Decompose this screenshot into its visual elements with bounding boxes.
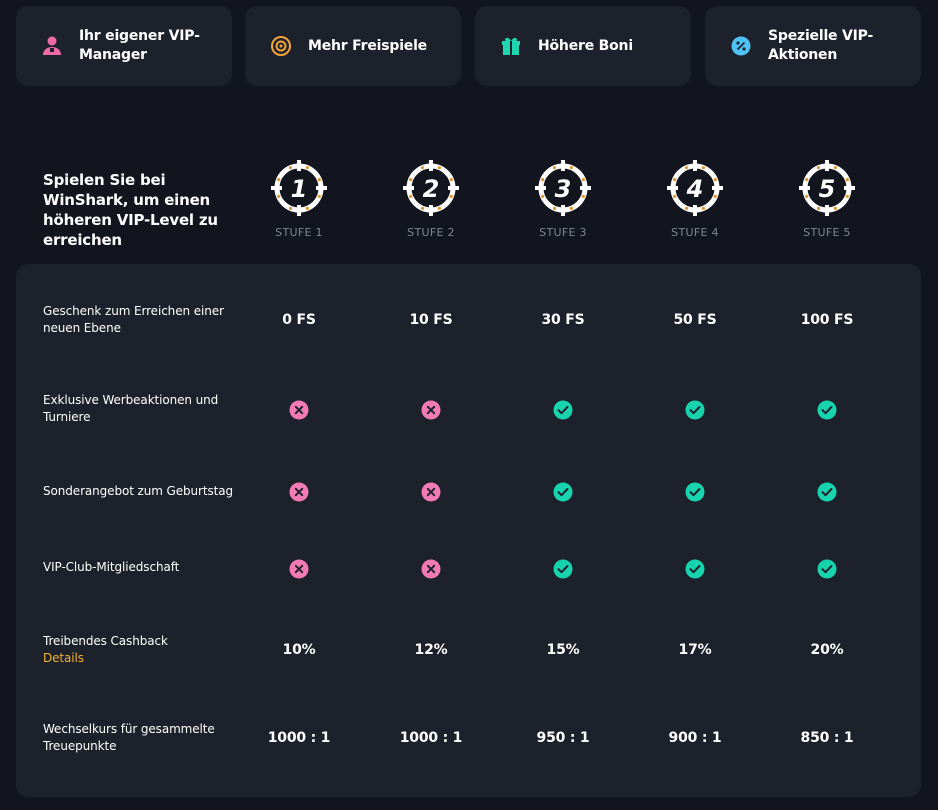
check-icon <box>685 400 705 420</box>
benefit-card-bonuses: Höhere Boni <box>475 6 691 86</box>
row-label-exchange-rate: Wechselkurs für gesammelte Treuepunkte <box>43 722 215 753</box>
level-badge-icon: 2 <box>403 160 459 216</box>
cross-icon <box>421 559 441 579</box>
table-cell: 17% <box>678 642 712 658</box>
level-label: STUFE 5 <box>803 226 851 239</box>
benefit-label: Höhere Boni <box>538 37 633 54</box>
table-cell: 10 FS <box>409 312 453 328</box>
table-cell: 10% <box>282 642 316 658</box>
cashback-details-link[interactable]: Details <box>43 651 84 665</box>
table-cell: 20% <box>810 642 844 658</box>
level-4: 4 STUFE 4 <box>655 158 735 239</box>
level-label: STUFE 2 <box>407 226 455 239</box>
benefit-label: Ihr eigener VIP-Manager <box>79 28 200 63</box>
table-cell: 0 FS <box>282 312 316 328</box>
percent-icon <box>729 34 753 58</box>
level-label: STUFE 1 <box>275 226 323 239</box>
level-1: 1 STUFE 1 <box>259 158 339 239</box>
level-badge-icon: 1 <box>271 160 327 216</box>
table-cell: 950 : 1 <box>536 730 590 746</box>
check-icon <box>685 559 705 579</box>
row-label-promotions: Exklusive Werbeaktionen und Turniere <box>43 393 219 424</box>
table-cell: 30 FS <box>541 312 585 328</box>
benefit-card-free-spins: Mehr Freispiele <box>245 6 461 86</box>
benefit-card-vip-manager: Ihr eigener VIP-Manager <box>16 6 232 86</box>
vip-comparison-table: Geschenk zum Erreichen einer neuen Ebene… <box>16 264 921 797</box>
manager-icon <box>40 34 64 58</box>
check-icon <box>685 482 705 502</box>
cross-icon <box>289 400 309 420</box>
level-number: 1 <box>291 175 308 203</box>
table-cell: 50 FS <box>673 312 717 328</box>
check-icon <box>817 400 837 420</box>
table-cell: 1000 : 1 <box>399 730 463 746</box>
row-label-gift: Geschenk zum Erreichen einer neuen Ebene <box>43 304 224 335</box>
benefit-label: Mehr Freispiele <box>308 37 427 54</box>
cross-icon <box>289 559 309 579</box>
level-badge-icon: 3 <box>535 160 591 216</box>
benefit-cards: Ihr eigener VIP-Manager Mehr Freispiele … <box>16 6 921 86</box>
level-5: 5 STUFE 5 <box>787 158 867 239</box>
row-label-birthday: Sonderangebot zum Geburtstag <box>43 484 234 498</box>
level-label: STUFE 4 <box>671 226 719 239</box>
check-icon <box>553 400 573 420</box>
table-cell: 12% <box>414 642 448 658</box>
table-cell: 1000 : 1 <box>267 730 331 746</box>
level-number: 5 <box>819 175 836 203</box>
target-icon <box>269 34 293 58</box>
check-icon <box>817 559 837 579</box>
level-number: 3 <box>555 175 572 203</box>
level-number: 2 <box>423 175 440 203</box>
benefit-label: Spezielle VIP-Aktionen <box>768 28 874 63</box>
cross-icon <box>289 482 309 502</box>
level-badge-icon: 5 <box>799 160 855 216</box>
row-label-cashback: Treibendes Cashback Details <box>43 633 233 667</box>
table-cell: 850 : 1 <box>800 730 854 746</box>
check-icon <box>817 482 837 502</box>
vip-intro-text: Spielen Sie bei WinShark, um einen höher… <box>43 171 218 249</box>
level-number: 4 <box>686 175 704 203</box>
level-2: 2 STUFE 2 <box>391 158 471 239</box>
level-badge-icon: 4 <box>667 160 723 216</box>
benefit-card-vip-promotions: Spezielle VIP-Aktionen <box>705 6 921 86</box>
cross-icon <box>421 482 441 502</box>
table-cell: 15% <box>546 642 580 658</box>
table-cell: 100 FS <box>800 312 854 328</box>
table-cell: 900 : 1 <box>668 730 722 746</box>
level-3: 3 STUFE 3 <box>523 158 603 239</box>
check-icon <box>553 559 573 579</box>
gift-icon <box>499 34 523 58</box>
cross-icon <box>421 400 441 420</box>
row-label-vip-club: VIP-Club-Mitgliedschaft <box>43 560 180 574</box>
check-icon <box>553 482 573 502</box>
level-label: STUFE 3 <box>539 226 587 239</box>
